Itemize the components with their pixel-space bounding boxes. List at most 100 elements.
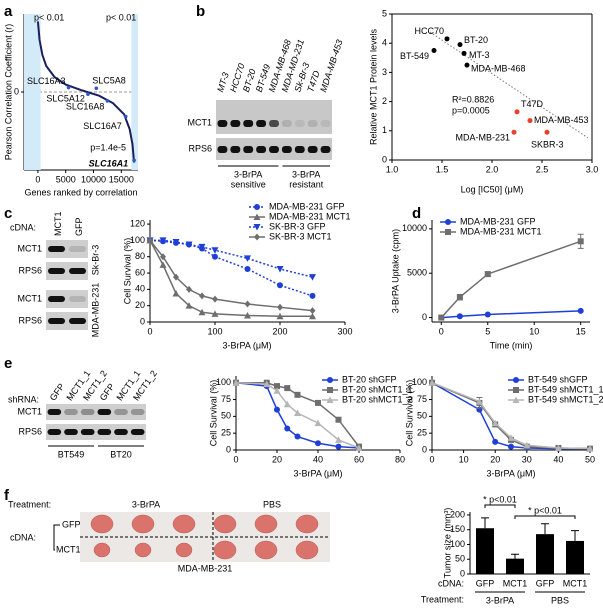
y-tick-label: 0 bbox=[382, 154, 387, 164]
legend-label: MDA-MB-231 MCT1 bbox=[460, 226, 542, 236]
cdna-label: MCT1 bbox=[56, 544, 81, 554]
marker bbox=[438, 314, 445, 321]
y-tick-label: 120 bbox=[130, 218, 145, 228]
blot-band bbox=[256, 120, 267, 127]
gene-point bbox=[132, 158, 136, 163]
marker bbox=[244, 255, 251, 262]
y-tick-label: 0 bbox=[460, 568, 465, 578]
legend-label: MDA-MB-231 GFP bbox=[269, 201, 345, 211]
marker bbox=[274, 383, 280, 390]
marker bbox=[211, 310, 219, 317]
row-label: Treatment: bbox=[421, 594, 464, 604]
y-axis-label: Tumor size (mm³) bbox=[442, 508, 452, 579]
tumor bbox=[134, 542, 152, 558]
x-tick-label: 0 bbox=[439, 326, 444, 336]
marker bbox=[513, 387, 519, 393]
point bbox=[461, 50, 467, 56]
blot-background bbox=[46, 240, 88, 258]
gene-label: SLC5A8 bbox=[92, 76, 126, 86]
marker bbox=[335, 436, 342, 443]
marker bbox=[198, 243, 206, 251]
blot-background bbox=[46, 424, 146, 440]
bar bbox=[566, 540, 584, 574]
x-tick-label: 0 bbox=[35, 174, 40, 184]
blot-background bbox=[46, 404, 146, 420]
y-tick-label: 0 bbox=[422, 444, 427, 454]
marker bbox=[244, 300, 251, 308]
marker bbox=[172, 289, 180, 297]
blot-band bbox=[230, 120, 241, 127]
marker bbox=[309, 312, 316, 320]
row-label: RPS6 bbox=[188, 143, 212, 153]
x-tick-label: 5 bbox=[485, 326, 490, 336]
annotation: p=0.0005 bbox=[452, 105, 490, 115]
marker bbox=[284, 425, 291, 432]
x-tick-label: 20 bbox=[272, 454, 282, 464]
row-label: MCT1 bbox=[188, 117, 213, 127]
gene-point bbox=[94, 86, 99, 91]
annotation: p< 0.01 bbox=[106, 12, 136, 22]
marker bbox=[159, 237, 167, 244]
x-tick-label: 2.5 bbox=[536, 164, 549, 174]
x-tick-label: 100 bbox=[207, 326, 222, 336]
x-tick-label: GFP bbox=[476, 578, 495, 588]
marker bbox=[284, 385, 291, 392]
tumor bbox=[90, 514, 114, 534]
marker bbox=[212, 295, 218, 303]
x-tick-label: 10000 bbox=[81, 174, 106, 184]
marker bbox=[276, 265, 284, 273]
y-tick-label: 25 bbox=[417, 428, 427, 438]
significance-bracket bbox=[484, 504, 516, 508]
gene-label: SLC16A7 bbox=[83, 121, 122, 131]
x-axis-label: 3-BrPA (μM) bbox=[486, 468, 535, 478]
x-tick-label: 15000 bbox=[109, 174, 134, 184]
row-header: cDNA: bbox=[10, 532, 36, 542]
blot-band bbox=[64, 409, 78, 415]
y-axis-label: Cell Survival (%) bbox=[208, 380, 218, 447]
tumor bbox=[213, 514, 237, 534]
gene-label: SLC16A3 bbox=[27, 76, 66, 86]
x-tick-label: 2.0 bbox=[486, 164, 499, 174]
bracket bbox=[53, 524, 60, 551]
y-tick-label: 5000 bbox=[407, 268, 427, 278]
point-label: BT-549 bbox=[400, 51, 429, 61]
cell-line-label: Sk-Br-3 bbox=[90, 245, 100, 276]
tumor bbox=[254, 514, 278, 534]
marker bbox=[445, 219, 451, 225]
panel-label: e bbox=[4, 355, 12, 372]
marker bbox=[244, 311, 251, 319]
annotation: * p<0.01 bbox=[483, 494, 517, 504]
blot-band bbox=[97, 429, 112, 435]
point-label: MDA-MB-468 bbox=[471, 63, 526, 73]
group-label: PBS bbox=[551, 595, 569, 605]
blot-band bbox=[80, 429, 95, 435]
x-tick-label: MCT1 bbox=[503, 578, 528, 588]
row-label: MCT1 bbox=[18, 243, 43, 253]
x-tick-label: 50 bbox=[585, 454, 595, 464]
panel-label: b bbox=[196, 3, 205, 20]
legend-label: BT-549 shGFP bbox=[528, 374, 588, 384]
lane-label: GFP bbox=[74, 217, 84, 236]
marker bbox=[309, 307, 316, 315]
blot-band bbox=[114, 429, 128, 435]
marker bbox=[147, 236, 153, 244]
marker bbox=[276, 312, 284, 320]
y-tick-label: 10000 bbox=[402, 223, 427, 233]
tumor bbox=[213, 540, 237, 560]
x-tick-label: 0 bbox=[233, 454, 238, 464]
blot-band bbox=[269, 146, 279, 153]
point-label: MDA-MB-231 bbox=[455, 133, 510, 143]
lane-label: MCT1 bbox=[53, 212, 63, 237]
legend-label: BT-20 shMCT1_2 bbox=[342, 394, 413, 404]
row-label: RPS6 bbox=[18, 265, 42, 275]
x-tick-label: 0 bbox=[147, 326, 152, 336]
marker bbox=[273, 387, 281, 394]
x-axis-label: Genes ranked by correlation bbox=[24, 187, 137, 197]
marker bbox=[456, 313, 463, 320]
marker bbox=[586, 445, 594, 452]
point bbox=[431, 48, 437, 53]
blot-band bbox=[294, 120, 305, 127]
y-axis-label: Cell Survival (%) bbox=[404, 380, 414, 447]
marker bbox=[198, 308, 206, 316]
